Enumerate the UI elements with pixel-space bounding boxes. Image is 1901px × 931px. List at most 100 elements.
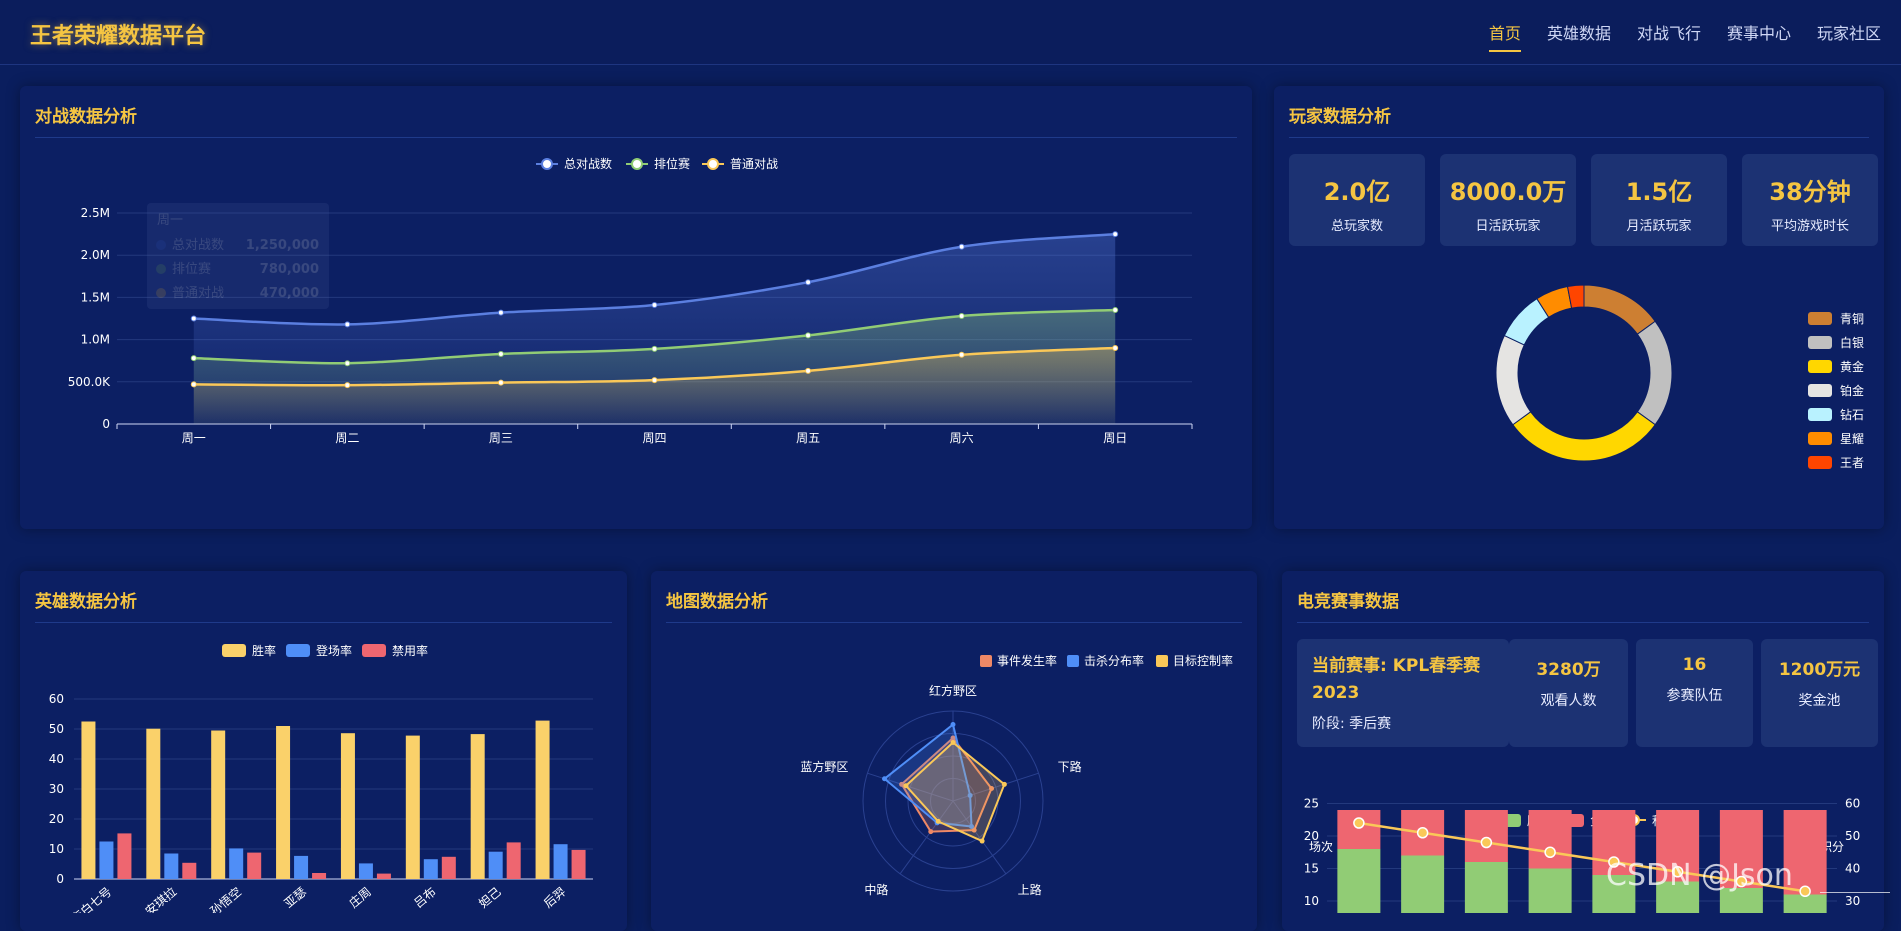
legend-swatch <box>1808 336 1832 349</box>
y-tick-label-left: 10 <box>1304 894 1319 908</box>
bar <box>535 720 550 879</box>
tooltip-marker <box>156 288 166 298</box>
data-point <box>1112 345 1119 352</box>
bar <box>358 863 373 879</box>
x-tick-label: 周三 <box>489 431 513 445</box>
nav-item-community[interactable]: 玩家社区 <box>1816 24 1881 43</box>
nav-item-heroes[interactable]: 英雄数据 <box>1546 24 1611 43</box>
stat-card-viewers: 3280万 观看人数 <box>1509 639 1628 747</box>
tooltip-series-name: 总对战数 <box>172 238 224 253</box>
stat-value: 38分钟 <box>1769 178 1851 206</box>
esports-panel: 电竞赛事数据 当前赛事: KPL春季赛2023 阶段: 季后赛 3280万 观看… <box>1282 571 1884 931</box>
legend-swatch <box>1808 432 1832 445</box>
bar-wins <box>1783 894 1827 913</box>
player-panel-title: 玩家数据分析 <box>1289 107 1391 127</box>
divider <box>1820 892 1890 893</box>
map-panel-title: 地图数据分析 <box>666 592 768 612</box>
bar <box>340 733 355 879</box>
y-tick-label-right: 50 <box>1845 829 1860 843</box>
nav-item-home[interactable]: 首页 <box>1488 20 1521 52</box>
legend-item[interactable]: 青铜 <box>1808 310 1864 327</box>
legend-item[interactable]: 白银 <box>1808 334 1864 351</box>
y-tick-label: 2.5M <box>81 206 110 220</box>
legend-label: 钻石 <box>1840 408 1865 422</box>
stat-value: 1200万元 <box>1778 660 1861 680</box>
points-marker <box>1480 836 1493 849</box>
tooltip-marker <box>156 240 166 250</box>
legend-item[interactable]: 铂金 <box>1808 382 1864 399</box>
nav-item-events[interactable]: 赛事中心 <box>1726 24 1791 43</box>
bar-wins <box>1401 855 1445 913</box>
y-tick-label: 2.0M <box>81 248 110 262</box>
bar <box>276 726 291 879</box>
y-tick-label: 500.0K <box>68 375 111 389</box>
radar-point <box>989 785 995 791</box>
stat-value: 2.0亿 <box>1323 178 1391 206</box>
legend-marker <box>631 158 643 170</box>
legend-item[interactable]: 王者 <box>1808 454 1864 471</box>
x-tick-label: 周五 <box>796 431 820 445</box>
nav-item-battle[interactable]: 对战飞行 <box>1636 24 1701 43</box>
divider <box>35 622 612 623</box>
map-panel: 地图数据分析 红方野区 下路 上路 中路 蓝方野区 事件发生率 击杀分布率 目标控制率 <box>651 571 1257 931</box>
legend-label: 白银 <box>1840 336 1865 350</box>
series-area <box>193 348 1116 424</box>
data-point <box>344 360 351 367</box>
radar-point <box>928 829 934 835</box>
data-point <box>651 377 658 384</box>
legend-label: 目标控制率 <box>1173 653 1233 668</box>
legend-label: 登场率 <box>316 643 352 658</box>
esports-panel-title: 电竞赛事数据 <box>1297 592 1399 612</box>
hero-panel-title: 英雄数据分析 <box>35 592 137 612</box>
radar-point <box>969 823 975 829</box>
radar-point <box>903 783 909 789</box>
data-point <box>805 332 812 339</box>
tooltip-box <box>147 203 329 309</box>
y-tick-label: 30 <box>49 782 64 796</box>
bar <box>211 730 226 879</box>
legend-marker <box>541 158 553 170</box>
tier-donut-chart[interactable] <box>1274 256 1884 526</box>
data-point <box>651 301 658 308</box>
legend-item[interactable]: 钻石 <box>1808 406 1864 423</box>
radar-point <box>950 735 956 741</box>
legend-label: 胜率 <box>252 643 276 658</box>
y-tick-label: 60 <box>49 692 64 706</box>
data-point <box>497 379 504 386</box>
tooltip-value: 780,000 <box>260 262 319 277</box>
pie-slice <box>1583 284 1656 335</box>
bar-losses <box>1528 810 1572 869</box>
tooltip-title: 周一 <box>157 213 183 228</box>
radar-point <box>882 776 888 782</box>
data-point <box>805 279 812 286</box>
stat-value: 1.5亿 <box>1625 178 1693 206</box>
legend-item[interactable]: 黄金 <box>1808 358 1864 375</box>
hero-bar-chart[interactable]: 0 10 20 30 40 50 60 李白七号 安琪拉 孙悟空 亚瑟 庄周 吕布 妲己 后羿 胜率 登场率 禁用… <box>20 571 627 913</box>
points-marker <box>1353 817 1365 829</box>
data-point <box>190 355 197 362</box>
radar-point <box>899 781 905 787</box>
x-tick-label: 周六 <box>950 431 974 445</box>
legend-swatch <box>1808 312 1832 325</box>
team-stacked-bar-chart[interactable]: 胜场负场积分场次积分1015202530405060 <box>1282 753 1884 913</box>
divider <box>1297 622 1869 623</box>
legend-item[interactable]: 星耀 <box>1808 430 1864 447</box>
legend-swatch <box>1808 408 1832 421</box>
radar-indicator-label: 蓝方野区 <box>800 759 848 774</box>
y-tick-label: 20 <box>49 812 64 826</box>
legend-marker <box>707 158 719 170</box>
stat-value: 8000.0万 <box>1449 178 1567 206</box>
radar-indicator-label: 下路 <box>1058 759 1082 774</box>
radar-point <box>967 792 973 798</box>
legend-swatch <box>1808 456 1832 469</box>
radar-series <box>882 722 973 828</box>
x-tick-label: 妲己 <box>476 884 504 911</box>
radar-indicator-label: 上路 <box>1018 882 1042 897</box>
points-marker <box>1799 885 1811 897</box>
data-point <box>190 381 197 388</box>
y-tick-label: 0 <box>56 872 64 886</box>
stat-label: 总玩家数 <box>1330 219 1383 234</box>
data-point <box>1112 231 1119 238</box>
